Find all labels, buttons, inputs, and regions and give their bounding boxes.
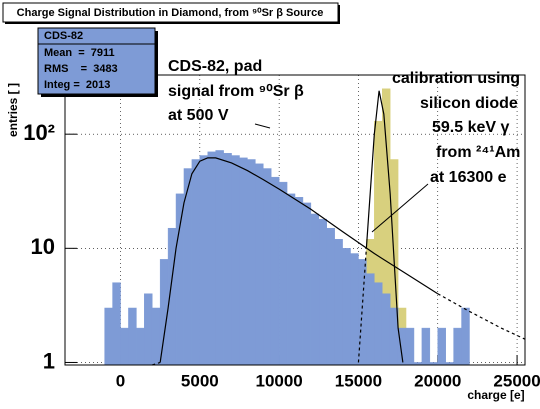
histogram-bar — [405, 327, 415, 366]
histogram-bar — [334, 239, 343, 366]
annotation: CDS-82, pad — [168, 58, 262, 75]
x-axis-label: charge [e] — [467, 388, 524, 402]
histogram-bar — [263, 168, 272, 366]
histogram-bar — [191, 159, 201, 366]
histogram-bar — [374, 282, 383, 366]
histogram-bar — [286, 193, 296, 366]
plot-area — [65, 75, 526, 366]
x-tick-label: 15000 — [335, 371, 382, 390]
histogram-bar — [207, 151, 216, 366]
stats-row: Mean = 7911 — [44, 47, 115, 59]
annotation-pointer — [254, 123, 271, 129]
y-tick-label: 10 — [31, 234, 55, 259]
x-tick-label: 10000 — [255, 371, 302, 390]
histogram-bar — [366, 273, 375, 366]
histogram-bar — [381, 293, 391, 366]
histogram-bar — [294, 197, 304, 366]
histogram-bar — [199, 155, 209, 366]
histogram-bar — [421, 327, 431, 366]
x-tick-label: 0 — [116, 371, 125, 390]
histogram-bar — [223, 153, 232, 366]
annotation: silicon diode — [420, 95, 518, 112]
annotation: signal from ⁹⁰Sr β — [168, 83, 304, 100]
histogram-bar — [318, 218, 327, 366]
fit-curve — [357, 248, 367, 363]
x-tick-label: 20000 — [414, 371, 461, 390]
stats-row: RMS = 3483 — [44, 63, 118, 75]
frame — [64, 74, 526, 366]
histogram-bar — [136, 327, 145, 366]
fit-curve — [159, 157, 439, 363]
histogram-bar — [239, 157, 248, 366]
stats-title: CDS-82 — [44, 30, 83, 42]
histogram-bar — [270, 176, 280, 366]
histogram-bar — [120, 327, 129, 366]
fit-curve — [437, 293, 526, 340]
histogram-bar — [128, 307, 137, 366]
annotation-pointer — [371, 183, 429, 233]
histogram-bar — [310, 213, 320, 366]
histogram-bar — [278, 181, 288, 366]
histogram-bar — [247, 159, 256, 366]
x-tick-label: 25000 — [493, 371, 540, 390]
title-box — [2, 2, 339, 23]
stats-box — [37, 27, 156, 95]
histogram-bar — [302, 202, 312, 366]
x-tick-label: 5000 — [181, 371, 219, 390]
y-tick-label: 10² — [23, 120, 55, 145]
histogram-bar — [350, 253, 359, 366]
annotation: 59.5 keV γ — [432, 119, 510, 136]
histogram-bar — [151, 307, 161, 366]
histogram-bar — [255, 163, 264, 366]
chart-title: Charge Signal Distribution in Diamond, f… — [17, 7, 324, 19]
histogram-bar — [461, 307, 470, 366]
histogram-bar — [104, 307, 113, 366]
histogram-bar — [231, 155, 240, 366]
histogram-bar — [326, 227, 335, 366]
histogram-bar — [342, 248, 351, 366]
y-axis-label: entries [ ] — [6, 83, 20, 137]
histogram-bar — [215, 150, 224, 366]
histogram-bar — [112, 282, 121, 366]
histogram-bar — [144, 293, 153, 366]
fit-curve — [365, 90, 404, 363]
histogram-bar — [175, 193, 185, 366]
annotation: calibration using — [392, 70, 520, 87]
annotation: at 16300 e — [430, 169, 507, 186]
annotation: from ²⁴¹Am — [436, 144, 520, 161]
annotation: at 500 V — [168, 107, 229, 124]
histogram-bar — [453, 327, 462, 366]
histogram-bar — [437, 327, 446, 366]
stats-row: Integ = 2013 — [44, 79, 110, 91]
y-tick-label: 1 — [43, 348, 55, 373]
